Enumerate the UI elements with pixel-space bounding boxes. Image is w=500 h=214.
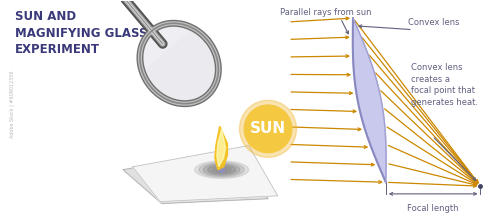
Circle shape bbox=[240, 100, 296, 157]
Polygon shape bbox=[199, 162, 244, 177]
Polygon shape bbox=[194, 161, 248, 178]
Polygon shape bbox=[140, 23, 218, 104]
Polygon shape bbox=[215, 126, 228, 170]
Circle shape bbox=[244, 105, 292, 153]
Polygon shape bbox=[143, 26, 188, 67]
Polygon shape bbox=[123, 150, 268, 204]
Polygon shape bbox=[133, 146, 278, 202]
Text: Adobe Stock | #609012356: Adobe Stock | #609012356 bbox=[10, 70, 15, 138]
Polygon shape bbox=[353, 18, 386, 182]
Text: Parallel rays from sun: Parallel rays from sun bbox=[280, 8, 372, 17]
Text: Convex lens
creates a
focal point that
generates heat.: Convex lens creates a focal point that g… bbox=[411, 64, 478, 107]
Polygon shape bbox=[204, 164, 240, 176]
Polygon shape bbox=[216, 168, 227, 171]
Polygon shape bbox=[212, 166, 232, 173]
Polygon shape bbox=[208, 165, 236, 174]
Text: Focal length: Focal length bbox=[408, 204, 459, 213]
Text: SUN: SUN bbox=[250, 121, 286, 136]
Text: Convex lens: Convex lens bbox=[408, 18, 460, 27]
Polygon shape bbox=[217, 129, 226, 167]
Circle shape bbox=[219, 167, 224, 173]
Text: SUN AND
MAGNIFYING GLASS
EXPERIMENT: SUN AND MAGNIFYING GLASS EXPERIMENT bbox=[15, 10, 148, 56]
